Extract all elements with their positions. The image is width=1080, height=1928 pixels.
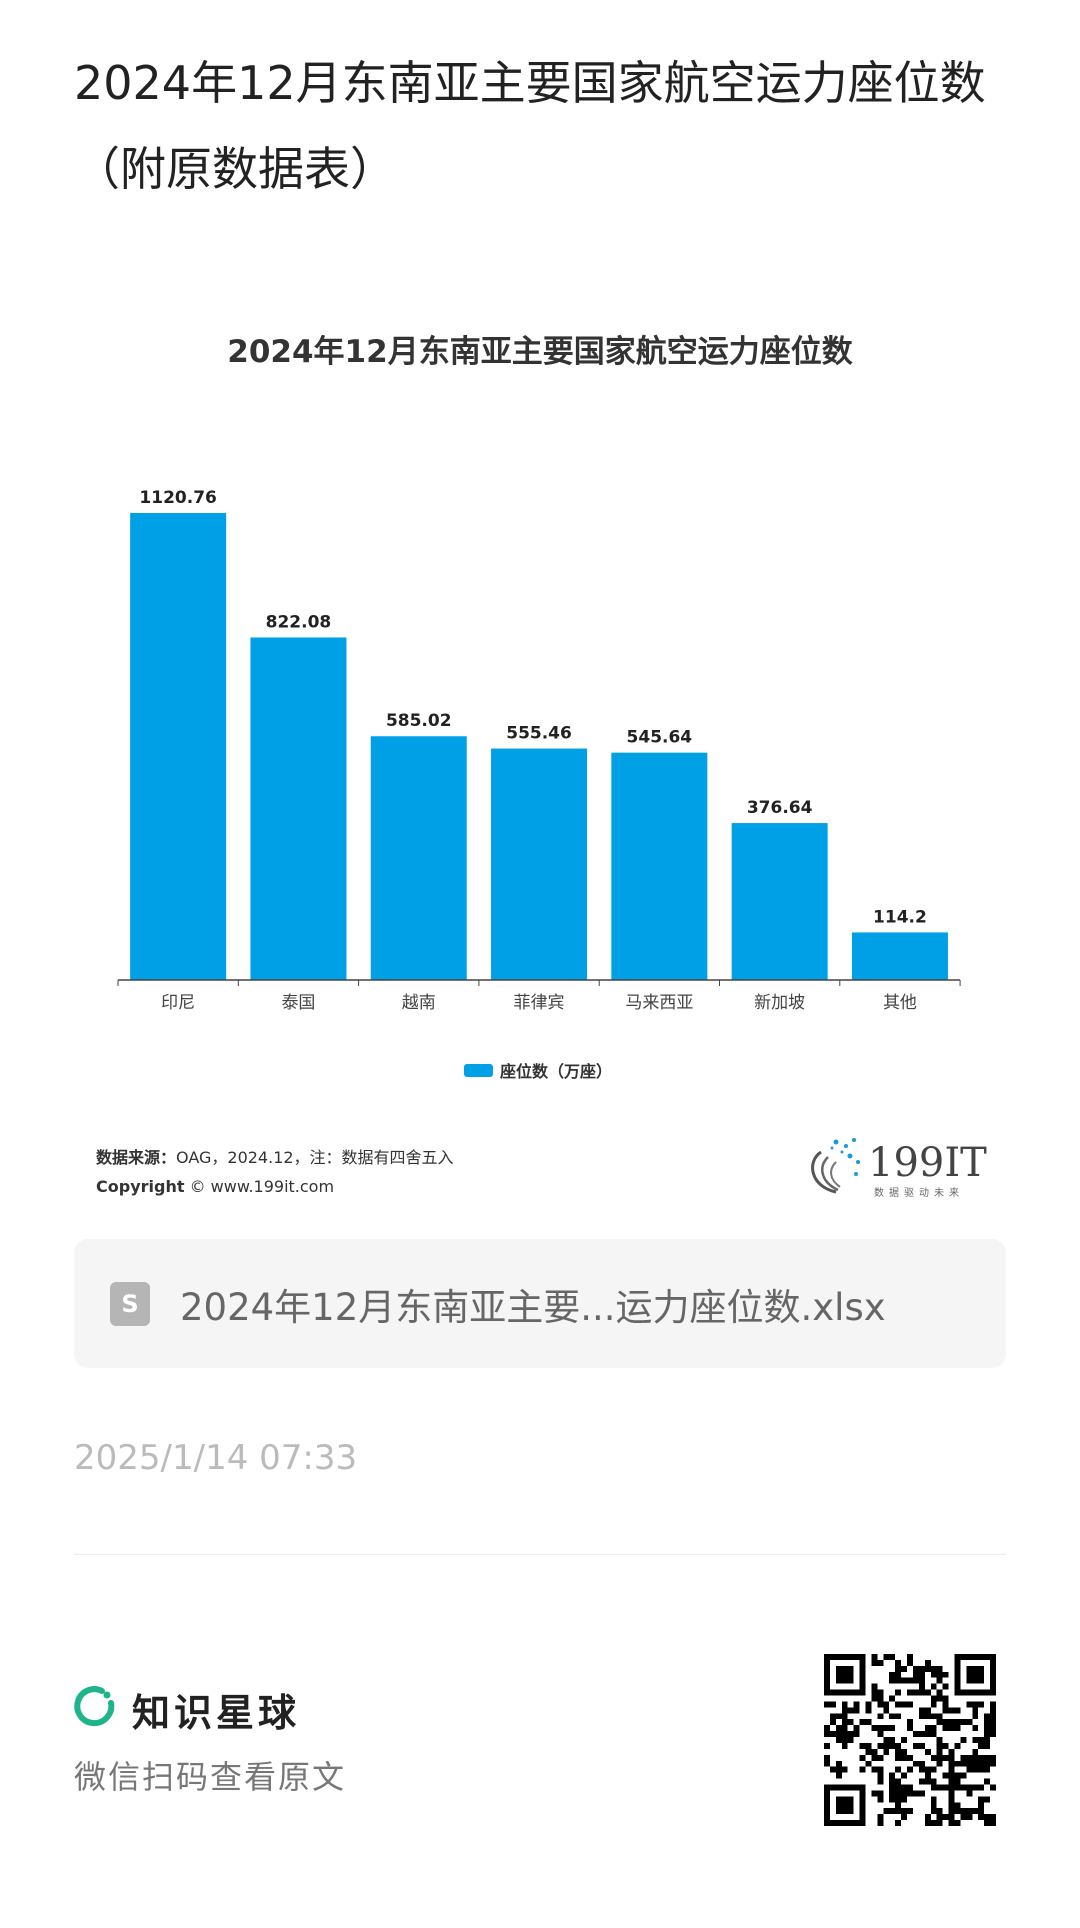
spreadsheet-file-icon: S xyxy=(110,1282,150,1326)
copyright-label: Copyright xyxy=(96,1177,185,1196)
attachment-file-name[interactable]: 2024年12月东南亚主要...运力座位数.xlsx xyxy=(180,1286,886,1329)
legend-swatch xyxy=(464,1063,493,1077)
bar-1 xyxy=(250,637,347,980)
page-title: 2024年12月东南亚主要国家航空运力座位数（附原数据表） xyxy=(74,56,986,196)
attachment-card[interactable]: S 2024年12月东南亚主要...运力座位数.xlsx xyxy=(74,1239,1006,1368)
source-text: OAG，2024.12，注：数据有四舍五入 xyxy=(176,1148,454,1167)
data-label: 585.02 xyxy=(386,711,452,731)
source-note: 数据来源：OAG，2024.12，注：数据有四舍五入 Copyright © w… xyxy=(96,1143,454,1201)
zsxq-logo-icon xyxy=(74,1686,115,1727)
source-label: 数据来源： xyxy=(96,1148,177,1167)
bar-chart: 1120.76 822.08 585.02 555.46 545.64 376.64 114… xyxy=(117,488,961,1013)
data-label: 114.2 xyxy=(873,907,927,927)
divider xyxy=(74,1554,1006,1555)
data-label: 545.64 xyxy=(627,728,693,748)
bar-3 xyxy=(491,748,588,980)
category-label: 其他 xyxy=(883,993,917,1013)
legend-label: 座位数（万座） xyxy=(500,1062,613,1081)
data-label: 376.64 xyxy=(747,798,813,818)
category-label: 马来西亚 xyxy=(625,993,693,1013)
chart-title: 2024年12月东南亚主要国家航空运力座位数 xyxy=(227,334,853,370)
bar-6 xyxy=(851,932,948,980)
data-label: 822.08 xyxy=(266,612,332,632)
199it-logo: 199IT 数据驱动未来 xyxy=(811,1138,987,1199)
category-label: 泰国 xyxy=(281,993,315,1013)
zsxq-brand-name: 知识星球 xyxy=(132,1691,301,1735)
category-label: 越南 xyxy=(402,993,436,1013)
scan-instruction: 微信扫码查看原文 xyxy=(74,1758,347,1796)
logo-tagline: 数据驱动未来 xyxy=(874,1186,964,1199)
bar-4 xyxy=(611,752,708,980)
bar-5 xyxy=(731,823,828,980)
category-label: 新加坡 xyxy=(754,993,805,1013)
copyright-text: © www.199it.com xyxy=(189,1177,335,1196)
qr-code[interactable] xyxy=(824,1654,996,1826)
bar-0 xyxy=(130,513,227,980)
data-label: 555.46 xyxy=(506,724,572,744)
logo-text: 199IT xyxy=(868,1140,987,1186)
data-label: 1120.76 xyxy=(139,488,216,508)
publish-timestamp: 2025/1/14 07:33 xyxy=(74,1438,358,1478)
chart-legend: 座位数（万座） xyxy=(464,1058,612,1082)
category-label: 印尼 xyxy=(161,993,195,1013)
bar-2 xyxy=(370,736,467,980)
category-label: 菲律宾 xyxy=(514,993,565,1013)
